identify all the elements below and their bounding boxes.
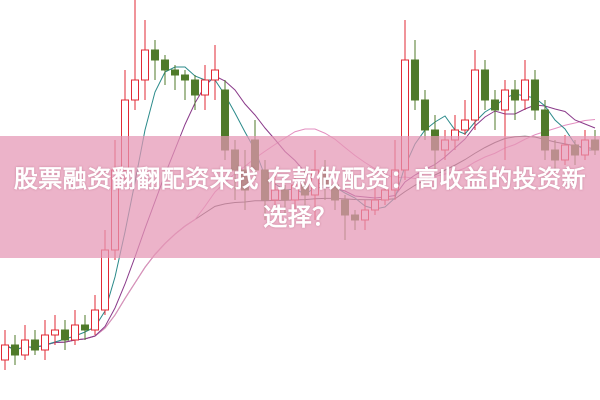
candle: [421, 90, 429, 140]
candle: [481, 60, 489, 110]
candle-body: [11, 344, 19, 356]
candle-body: [491, 99, 499, 111]
candle: [471, 50, 479, 130]
candle-body: [511, 89, 519, 101]
candle: [201, 65, 209, 110]
candle: [21, 325, 29, 360]
candle: [181, 70, 189, 100]
candle-body: [151, 49, 159, 61]
candle-body: [421, 99, 429, 131]
candle: [211, 45, 219, 100]
candle-body: [531, 79, 539, 111]
candle-body: [161, 59, 169, 71]
candle: [191, 75, 199, 110]
candle-body: [91, 309, 99, 331]
candle: [81, 315, 89, 340]
candle: [491, 90, 499, 130]
candle-body: [481, 69, 489, 101]
candle: [11, 335, 19, 365]
candle: [131, 0, 139, 110]
candle-body: [41, 334, 49, 351]
candle: [521, 60, 529, 110]
candle-body: [1, 344, 9, 361]
candle-body: [31, 339, 39, 351]
candle: [171, 65, 179, 90]
candle-body: [171, 69, 179, 76]
candle: [91, 295, 99, 335]
candle-body: [501, 89, 509, 111]
candle-body: [211, 69, 219, 81]
article-title: 股票融资翻翻配资来找 存款做配资：高收益的投资新选择？: [13, 165, 587, 231]
candle-body: [191, 79, 199, 96]
title-banner: [0, 136, 600, 258]
candle-body: [71, 324, 79, 341]
candle-body: [471, 69, 479, 121]
candle: [71, 310, 79, 345]
candle-body: [81, 324, 89, 331]
candle: [61, 320, 69, 350]
candle: [141, 20, 149, 100]
candle-body: [101, 249, 109, 311]
candle: [31, 330, 39, 355]
candle: [41, 320, 49, 360]
candle: [461, 100, 469, 135]
candle-body: [461, 119, 469, 131]
candle-body: [201, 79, 209, 96]
candle-body: [141, 49, 149, 81]
candle: [511, 80, 519, 120]
candle-body: [521, 79, 529, 101]
candle: [161, 55, 169, 85]
candle-body: [131, 79, 139, 101]
candle-body: [181, 74, 189, 81]
candle: [531, 70, 539, 120]
candle-body: [51, 329, 59, 336]
candle: [151, 40, 159, 80]
candle: [1, 330, 9, 370]
candle: [51, 315, 59, 345]
candle: [411, 40, 419, 110]
candle-body: [61, 329, 69, 341]
candle-body: [21, 339, 29, 356]
candle-body: [411, 59, 419, 101]
